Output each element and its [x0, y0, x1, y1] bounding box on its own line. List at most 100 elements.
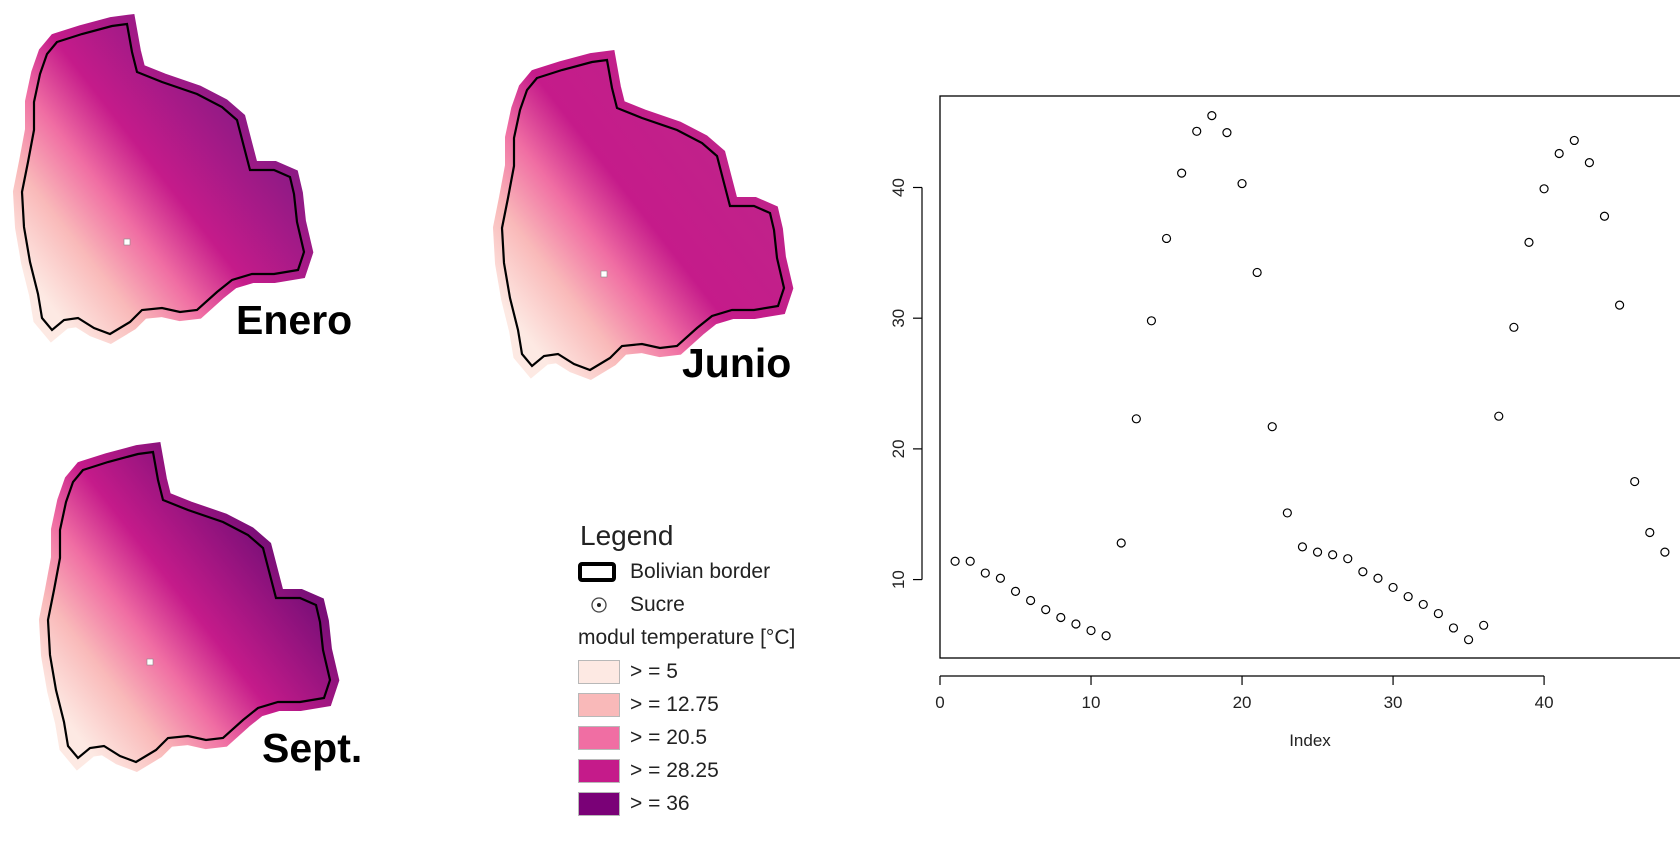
x-tick-label: 30 [1384, 693, 1403, 712]
data-point [1101, 631, 1111, 641]
temperature-map-sept [38, 441, 340, 772]
legend-class-row: > = 28.25 [578, 756, 719, 786]
legend-class-swatch [578, 693, 620, 717]
data-point [1026, 595, 1036, 606]
data-point [1645, 527, 1655, 538]
border-swatch [578, 562, 616, 582]
plot-frame [939, 95, 1680, 659]
data-point [1161, 233, 1172, 244]
data-point [1388, 582, 1398, 593]
legend-border-label: Bolivian border [630, 560, 771, 583]
data-point [1192, 126, 1202, 136]
y-tick-label: 30 [890, 309, 908, 328]
data-point [1509, 322, 1519, 332]
legend-class-swatch [578, 660, 620, 684]
data-point [1418, 599, 1428, 610]
legend-class-row: > = 36 [578, 789, 690, 819]
sucre-marker [600, 270, 608, 278]
data-point [1207, 111, 1217, 121]
data-point [1494, 411, 1504, 421]
data-point [1086, 625, 1096, 636]
data-point [1056, 612, 1066, 623]
x-tick-label: 20 [1233, 693, 1252, 712]
legend-class-label: > = 12.75 [630, 693, 719, 716]
data-point [1252, 267, 1262, 278]
legend-class-label: > = 5 [630, 660, 678, 683]
data-point [1116, 538, 1126, 548]
legend-class-label: > = 28.25 [630, 759, 719, 782]
map-label-enero: Enero [236, 297, 353, 343]
data-point [1358, 567, 1368, 577]
data-point [1373, 573, 1383, 583]
legend-class-swatch [578, 792, 620, 816]
data-point [1177, 168, 1187, 178]
data-point [1237, 178, 1247, 189]
data-point [950, 556, 960, 566]
legend-scale-title: modul temperature [°C] [578, 623, 795, 653]
data-point [1010, 586, 1021, 596]
data-point [1630, 476, 1640, 487]
sucre-marker [146, 658, 154, 666]
legend-class-label: > = 20.5 [630, 726, 708, 749]
data-point [1584, 158, 1594, 168]
x-tick-label: 40 [1535, 693, 1554, 712]
legend-class-row: > = 5 [578, 657, 678, 687]
data-point [1599, 211, 1610, 221]
temperature-map-enero [12, 13, 314, 344]
y-tick-label: 20 [890, 439, 908, 458]
map-legend: Legend Bolivian border Sucre modul tempe… [578, 520, 878, 857]
bolivian-border [46, 450, 332, 764]
data-point [1131, 414, 1141, 424]
legend-title: Legend [580, 520, 674, 551]
data-point [1448, 623, 1459, 633]
legend-point-row: Sucre [578, 590, 685, 620]
x-tick-label: 0 [935, 693, 944, 712]
data-point [1282, 508, 1292, 518]
bolivian-border [500, 58, 786, 372]
data-point [1463, 635, 1474, 645]
data-point [995, 573, 1006, 583]
data-point [965, 556, 975, 566]
data-point [1328, 550, 1338, 560]
data-point [1343, 554, 1353, 564]
map-raster-halo [12, 13, 314, 344]
data-point [1403, 591, 1413, 602]
data-point [1554, 148, 1564, 159]
data-point [1071, 619, 1081, 629]
legend-class-row: > = 20.5 [578, 723, 707, 753]
data-point [1267, 422, 1277, 432]
data-point [1146, 316, 1157, 326]
data-point [1614, 300, 1625, 310]
data-point [980, 568, 990, 578]
data-point [1433, 608, 1443, 619]
x-axis-label: Index [1289, 731, 1331, 750]
data-point [1569, 135, 1579, 146]
x-tick-label: 10 [1082, 693, 1101, 712]
bolivian-border [20, 22, 306, 336]
temperature-map-junio [492, 49, 794, 380]
data-point [1297, 542, 1308, 552]
legend-class-row: > = 12.75 [578, 690, 719, 720]
y-tick-label: 10 [890, 570, 908, 589]
legend-class-label: > = 36 [630, 792, 690, 815]
legend-class-swatch [578, 726, 620, 750]
legend-border-row: Bolivian border [578, 557, 770, 587]
y-tick-label: 40 [890, 178, 908, 197]
data-point [1539, 184, 1549, 194]
legend-class-swatch [578, 759, 620, 783]
scatter-chart: 010203040Index10203040resul [890, 95, 1680, 750]
data-point [1479, 620, 1489, 630]
map-label-sept: Sept. [262, 725, 363, 771]
data-point [1222, 127, 1232, 138]
sucre-marker [123, 238, 131, 246]
data-point [1312, 547, 1323, 557]
legend-point-label: Sucre [630, 593, 685, 616]
map-label-junio: Junio [682, 340, 792, 386]
sucre-point-icon [578, 593, 620, 617]
map-raster-halo [38, 441, 340, 772]
data-point [1524, 237, 1534, 247]
legend-scale-title-text: modul temperature [°C] [578, 626, 796, 649]
data-point [1041, 605, 1051, 615]
map-raster-halo [492, 49, 794, 380]
data-point [1660, 547, 1670, 557]
